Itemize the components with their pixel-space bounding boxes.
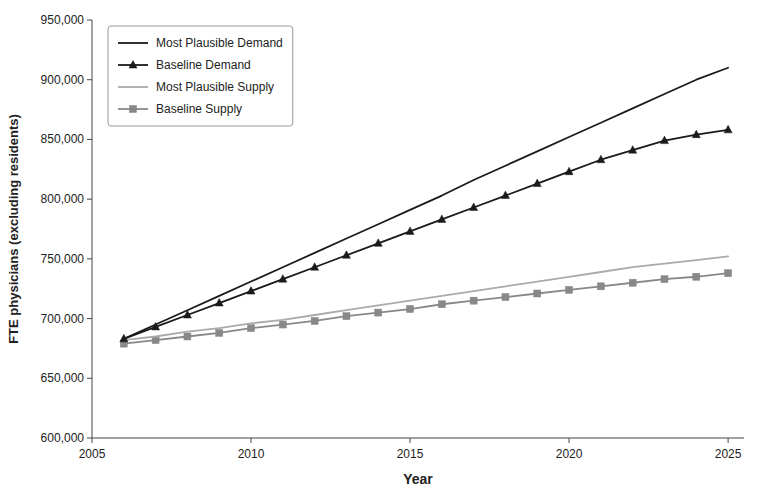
legend-handle (118, 86, 148, 88)
point (725, 270, 732, 277)
y-tick-label: 800,000 (41, 192, 85, 206)
plot-area (120, 68, 732, 347)
legend: Most Plausible Demand Baseline Demand Most… (108, 26, 293, 126)
point (470, 203, 478, 211)
y-tick-label: 650,000 (41, 371, 85, 385)
point (343, 313, 350, 320)
point (438, 301, 445, 308)
y-tick (87, 258, 92, 259)
legend-label: Most Plausible Supply (156, 80, 274, 94)
axes: 2005 2010 2015 2020 2025 600,000 650,000 700,00… (41, 13, 744, 461)
point (533, 179, 541, 187)
legend-marker (130, 106, 137, 113)
point (565, 167, 573, 175)
point (501, 191, 509, 199)
y-tick-label: 750,000 (41, 252, 85, 266)
point (629, 279, 636, 286)
series-line (124, 130, 728, 339)
point (724, 125, 732, 133)
y-tick (87, 79, 92, 80)
y-tick (87, 378, 92, 379)
y-tick (87, 318, 92, 319)
y-tick-label: 950,000 (41, 13, 85, 27)
point (660, 136, 668, 144)
point (693, 273, 700, 280)
point (216, 329, 223, 336)
y-tick (87, 20, 92, 21)
y-tick (87, 438, 92, 439)
point (438, 215, 446, 223)
x-tick-label: 2025 (715, 447, 742, 461)
series (124, 68, 728, 339)
point (342, 251, 350, 259)
legend-label: Baseline Demand (156, 58, 251, 72)
x-tick-label: 2020 (556, 447, 583, 461)
point (375, 309, 382, 316)
point (534, 290, 541, 297)
point (502, 294, 509, 301)
point (215, 299, 223, 307)
x-tick (92, 438, 93, 443)
y-axis-line (92, 20, 93, 438)
point (566, 286, 573, 293)
x-tick (728, 438, 729, 443)
point (279, 321, 286, 328)
legend-handle (118, 42, 148, 44)
x-axis-line (92, 438, 744, 439)
point (311, 263, 319, 271)
point (248, 325, 255, 332)
chart: 2005 2010 2015 2020 2025 600,000 650,000 700,00… (0, 0, 768, 496)
y-tick (87, 139, 92, 140)
series (120, 125, 732, 342)
x-tick (410, 438, 411, 443)
x-tick-label: 2015 (397, 447, 424, 461)
point (661, 276, 668, 283)
legend-label: Baseline Supply (156, 102, 242, 116)
y-axis-label: FTE physicians (excluding residents) (6, 114, 21, 344)
point (184, 333, 191, 340)
series-line (124, 273, 728, 343)
legend-box (108, 26, 293, 126)
y-tick-label: 700,000 (41, 312, 85, 326)
point (279, 275, 287, 283)
y-tick-label: 600,000 (41, 431, 85, 445)
series-line (124, 68, 728, 339)
x-axis-label: Year (403, 471, 433, 487)
point (374, 239, 382, 247)
point (597, 155, 605, 163)
y-tick-label: 900,000 (41, 73, 85, 87)
x-tick (251, 438, 252, 443)
point (311, 317, 318, 324)
point (247, 287, 255, 295)
point (629, 146, 637, 154)
y-tick (87, 199, 92, 200)
point (407, 306, 414, 313)
y-tick-label: 850,000 (41, 132, 85, 146)
point (470, 297, 477, 304)
x-tick-label: 2005 (79, 447, 106, 461)
legend-label: Most Plausible Demand (156, 36, 283, 50)
point (597, 283, 604, 290)
legend-marker (129, 61, 137, 69)
x-tick (569, 438, 570, 443)
x-tick-label: 2010 (238, 447, 265, 461)
point (692, 130, 700, 138)
series (120, 270, 731, 347)
point (406, 227, 414, 235)
